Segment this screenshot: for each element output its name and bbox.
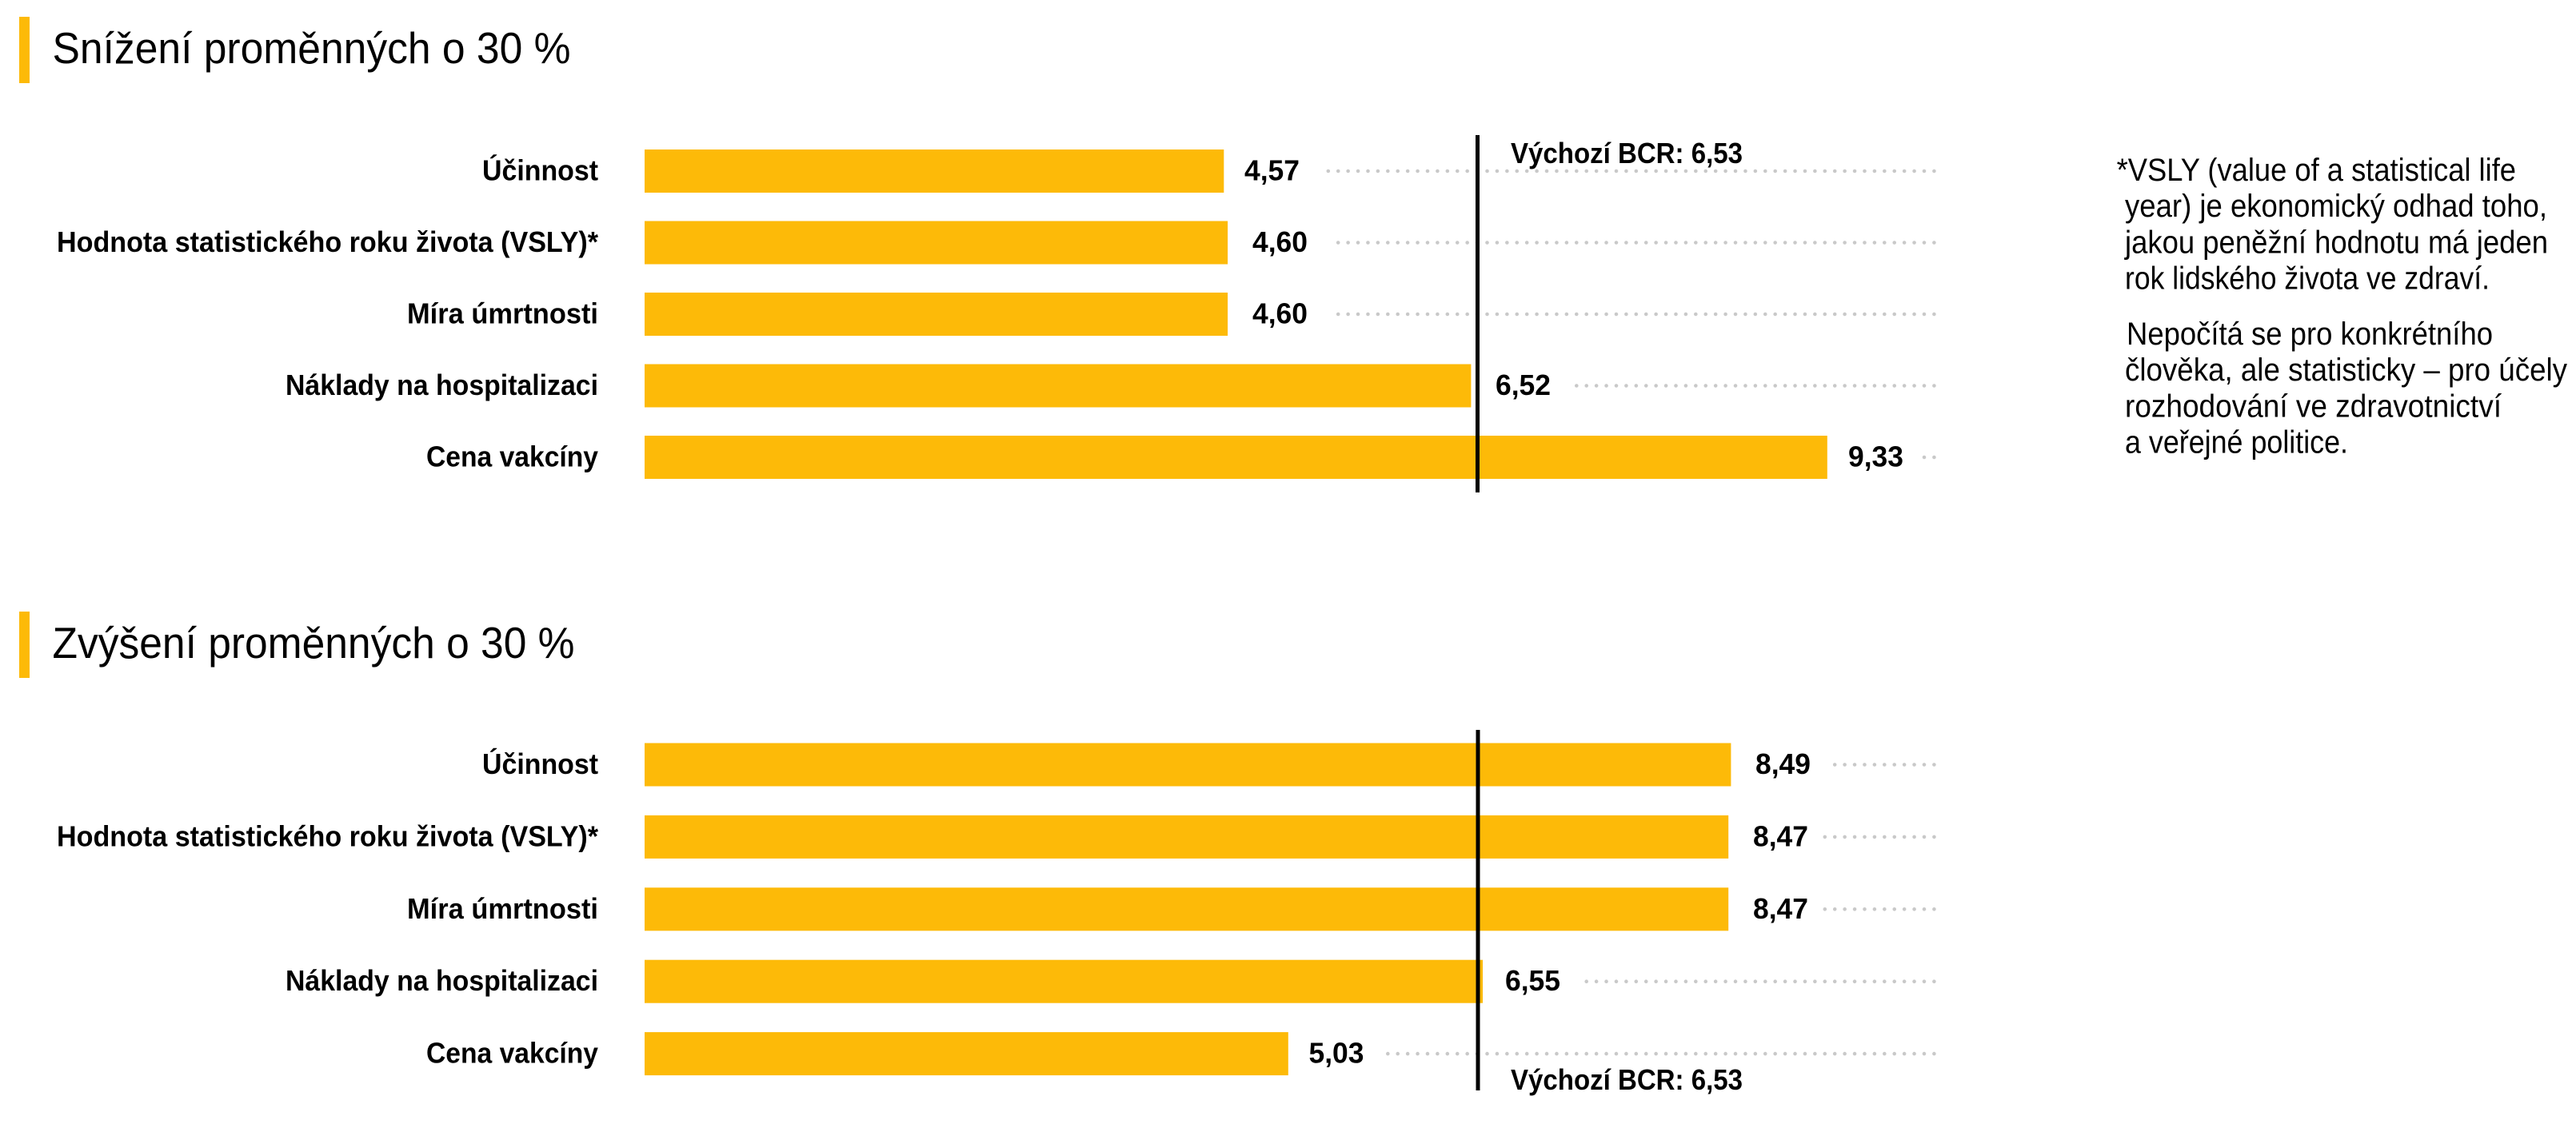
svg-text:year) je ekonomický odhad toho: year) je ekonomický odhad toho, [2125, 189, 2547, 224]
svg-text:8,47: 8,47 [1753, 892, 1808, 925]
svg-text:jakou peněžní hodnotu má jeden: jakou peněžní hodnotu má jeden [2124, 225, 2548, 260]
svg-text:Míra úmrtnosti: Míra úmrtnosti [407, 892, 598, 925]
svg-text:rozhodování ve zdravotnictví: rozhodování ve zdravotnictví [2125, 389, 2502, 424]
svg-text:6,55: 6,55 [1505, 964, 1560, 997]
svg-text:Hodnota statistického roku živ: Hodnota statistického roku života (VSLY)… [57, 225, 598, 258]
svg-text:8,49: 8,49 [1755, 747, 1811, 780]
svg-text:člověka, ale statisticky – pro: člověka, ale statisticky – pro účely [2125, 353, 2567, 388]
svg-text:Náklady na hospitalizaci: Náklady na hospitalizaci [286, 964, 598, 997]
svg-text:6,52: 6,52 [1496, 369, 1551, 401]
svg-text:9,33: 9,33 [1848, 440, 1903, 473]
svg-text:Nepočítá se pro konkrétního: Nepočítá se pro konkrétního [2127, 317, 2493, 352]
svg-text:Snížení proměnných o 30 %: Snížení proměnných o 30 % [53, 23, 571, 73]
svg-text:Účinnost: Účinnost [482, 153, 598, 187]
svg-text:a veřejné politice.: a veřejné politice. [2125, 425, 2348, 460]
svg-text:4,60: 4,60 [1252, 225, 1308, 258]
svg-text:Míra úmrtnosti: Míra úmrtnosti [407, 297, 598, 330]
svg-text:8,47: 8,47 [1753, 819, 1808, 852]
svg-text:5,03: 5,03 [1309, 1037, 1364, 1070]
svg-text:Cena vakcíny: Cena vakcíny [426, 440, 598, 473]
svg-text:Účinnost: Účinnost [482, 747, 598, 780]
svg-text:Náklady na hospitalizaci: Náklady na hospitalizaci [286, 369, 598, 401]
svg-text:rok lidského života ve zdraví.: rok lidského života ve zdraví. [2125, 261, 2490, 297]
svg-text:4,57: 4,57 [1244, 154, 1300, 187]
svg-text:Hodnota statistického roku živ: Hodnota statistického roku života (VSLY)… [57, 819, 598, 852]
svg-text:Cena vakcíny: Cena vakcíny [426, 1037, 598, 1070]
svg-text:Výchozí BCR: 6,53: Výchozí BCR: 6,53 [1511, 1063, 1743, 1096]
svg-text:4,60: 4,60 [1252, 297, 1308, 330]
svg-text:Zvýšení proměnných o 30 %: Zvýšení proměnných o 30 % [53, 618, 575, 668]
svg-text:Výchozí BCR: 6,53: Výchozí BCR: 6,53 [1511, 137, 1743, 169]
svg-text:*VSLY (value of a statistical: *VSLY (value of a statistical life [2117, 153, 2516, 188]
